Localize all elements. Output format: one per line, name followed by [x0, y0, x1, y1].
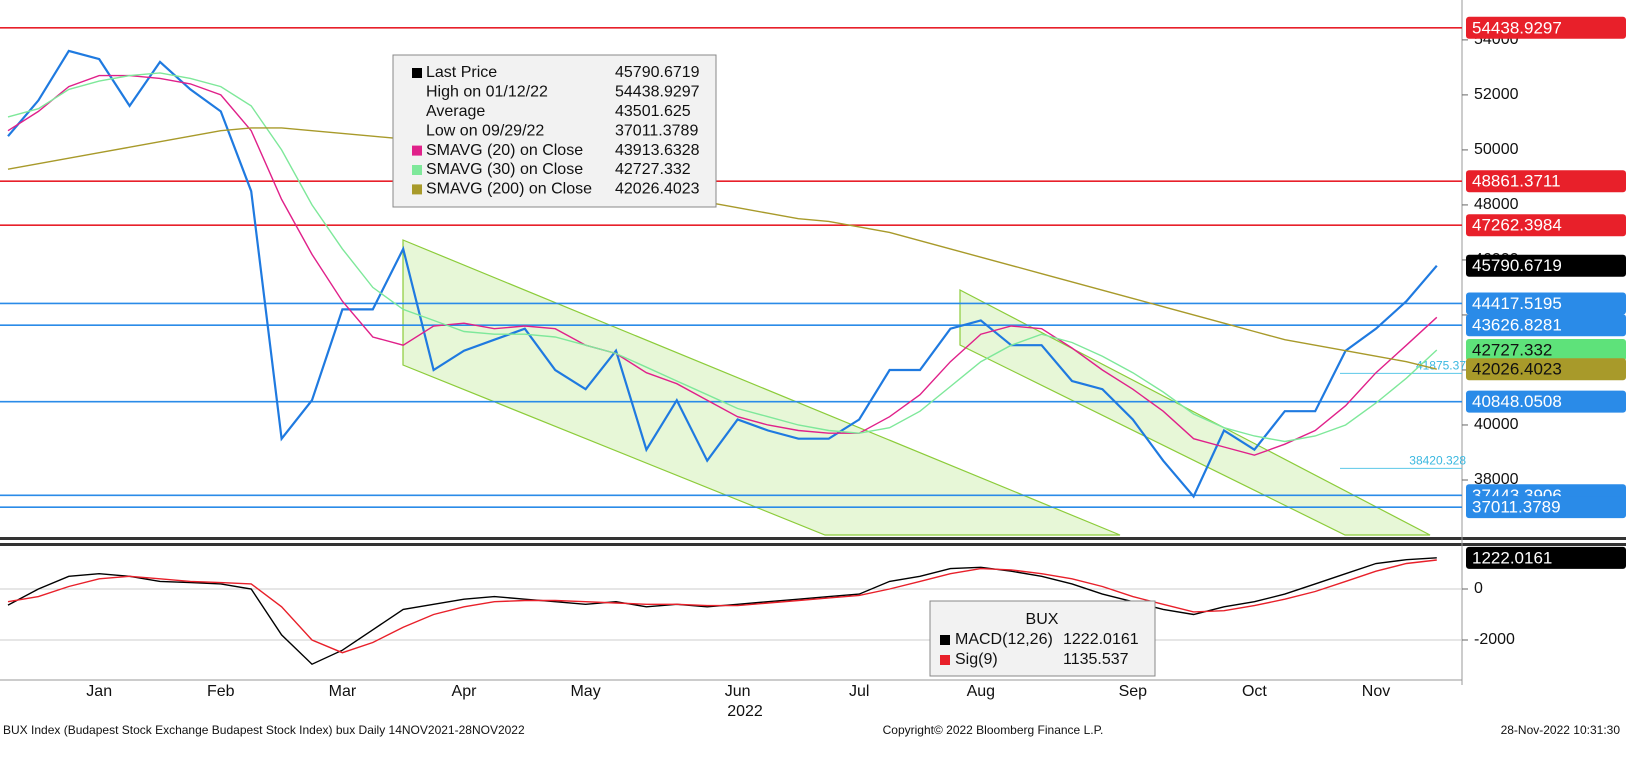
- value-badge-label: 44417.5195: [1472, 294, 1562, 313]
- y-tick-label: 38000: [1474, 471, 1519, 488]
- footer-center: Copyright© 2022 Bloomberg Finance L.P.: [883, 723, 1104, 737]
- x-tick-label: Jun: [725, 683, 751, 700]
- legend-box: [392, 54, 717, 208]
- value-badge: [1466, 170, 1626, 193]
- legend-swatch: [940, 635, 950, 645]
- value-badge-label: 40848.0508: [1472, 392, 1562, 411]
- value-badge-label: 43626.8281: [1472, 316, 1562, 335]
- legend-swatch: [412, 145, 422, 156]
- value-badge-label: 42026.4023: [1472, 360, 1562, 379]
- x-tick-label: Nov: [1362, 683, 1390, 700]
- legend-swatch: [412, 68, 422, 78]
- legend-label: MACD(12,26): [955, 631, 1053, 648]
- annotation-label: 38420.328: [1409, 454, 1466, 468]
- legend-label: Sig(9): [955, 651, 998, 668]
- x-tick-label: Aug: [967, 683, 995, 700]
- legend-value: 37011.3789: [615, 122, 698, 139]
- x-tick-label: Feb: [207, 683, 235, 700]
- legend-label: Average: [426, 103, 485, 120]
- x-tick-label: Sep: [1119, 683, 1148, 700]
- legend-label: SMAVG (20) on Close: [426, 142, 583, 159]
- y-tick-label: 40000: [1474, 416, 1519, 433]
- x-tick-label: Mar: [329, 683, 357, 700]
- value-badge-label: 47262.3984: [1472, 216, 1562, 235]
- x-tick-label: Jul: [849, 683, 869, 700]
- x-axis-year: 2022: [727, 703, 763, 720]
- value-badge-label: 48861.3711: [1472, 172, 1561, 191]
- y-tick-label: 48000: [1474, 196, 1519, 213]
- series-line: [7, 127, 1437, 370]
- value-badge-label: 54438.9297: [1472, 18, 1562, 37]
- value-badge-label: 37011.3789: [1472, 498, 1561, 517]
- legend-value: 54438.9297: [615, 84, 700, 101]
- legend-label: Low on 09/29/22: [426, 122, 544, 139]
- value-badge: [1466, 214, 1626, 237]
- value-badge: [1466, 338, 1626, 361]
- value-badge-label: 42727.332: [1472, 340, 1552, 359]
- legend-value: 45790.6719: [615, 64, 700, 81]
- legend-box: [929, 600, 1156, 677]
- legend-swatch: [412, 165, 422, 175]
- value-badge: [1466, 546, 1626, 569]
- value-badge-label: 1222.0161: [1472, 548, 1552, 567]
- legend-label: Last Price: [426, 64, 497, 81]
- value-badge: [1466, 390, 1626, 413]
- y-tick-label: 52000: [1474, 86, 1519, 103]
- legend-label: SMAVG (30) on Close: [426, 161, 583, 178]
- footer-right: 28-Nov-2022 10:31:30: [1501, 723, 1621, 737]
- x-tick-label: May: [570, 683, 600, 700]
- x-tick-label: Oct: [1242, 683, 1267, 700]
- series-line: [7, 72, 1438, 443]
- legend-value: 43913.6328: [615, 142, 700, 159]
- legend-label: High on 01/12/22: [426, 84, 548, 101]
- legend: Last Price 45790.6719 High on 01/12/22 5443…: [392, 54, 717, 208]
- value-badge: [1466, 314, 1626, 337]
- legend-value: 1135.537: [1063, 651, 1129, 668]
- value-badge-label: 45790.6719: [1472, 256, 1562, 275]
- value-badge: [1466, 292, 1626, 315]
- value-badge: [1466, 358, 1626, 381]
- legend-swatch: [940, 655, 950, 665]
- footer-left: BUX Index (Budapest Stock Exchange Budap…: [3, 723, 525, 737]
- legend-value: 1222.0161: [1063, 631, 1139, 648]
- series-line: [7, 559, 1437, 654]
- legend-value: 42727.332: [615, 161, 691, 178]
- value-badge: [1466, 254, 1626, 277]
- legend: BUX MACD(12,26) 1222.0161 Sig(9) 1135.537: [929, 600, 1156, 677]
- y-tick-label: -2000: [1474, 631, 1515, 648]
- value-badge: [1466, 16, 1626, 39]
- legend-title: BUX: [1026, 611, 1059, 628]
- separator: [0, 543, 1626, 546]
- value-badge: [1466, 496, 1626, 519]
- separator: [0, 537, 1626, 540]
- series-line: [7, 74, 1438, 456]
- annotation-label: 41875.37: [1416, 359, 1466, 373]
- x-tick-label: Jan: [86, 683, 112, 700]
- legend-swatch: [412, 184, 422, 195]
- x-tick-label: Apr: [452, 683, 478, 700]
- series-line: [7, 49, 1438, 499]
- y-tick-label: 50000: [1474, 141, 1519, 158]
- channels: [402, 239, 1431, 536]
- legend-label: SMAVG (200) on Close: [426, 181, 592, 198]
- legend-value: 43501.625: [615, 103, 691, 120]
- y-tick-label: 0: [1474, 580, 1483, 597]
- legend-value: 42026.4023: [615, 181, 700, 198]
